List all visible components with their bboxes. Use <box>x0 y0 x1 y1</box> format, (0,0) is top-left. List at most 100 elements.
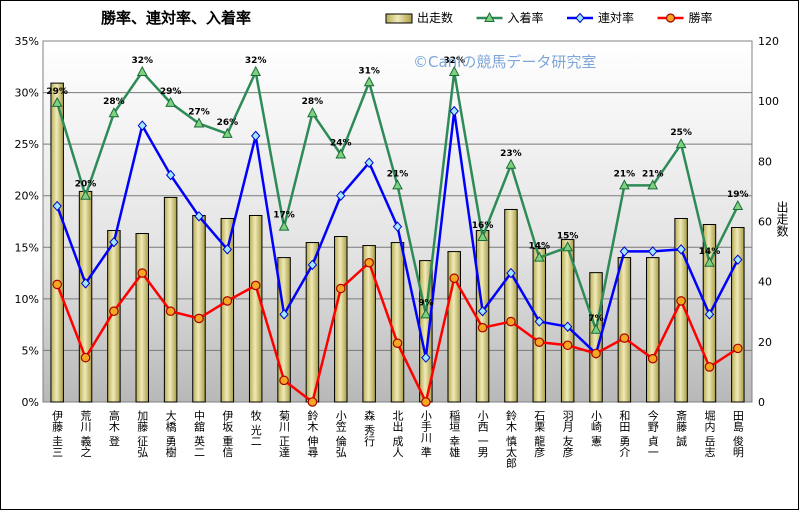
left-tick-label: 35% <box>15 35 39 48</box>
point-marker <box>392 221 403 232</box>
point-marker <box>222 296 233 306</box>
point-marker <box>335 283 346 294</box>
point-marker <box>420 308 432 319</box>
left-tick-label: 20% <box>15 190 39 203</box>
point-marker <box>52 279 62 290</box>
point-marker <box>675 138 687 149</box>
left-tick-label: 30% <box>15 87 39 100</box>
watermark: ©Caniの競馬データ研究室 <box>413 53 596 71</box>
point-marker <box>52 200 62 212</box>
category-label: 今野 貞一 <box>646 409 659 458</box>
category-label: 伊坂 重信 <box>221 410 234 458</box>
category-label: 鈴木 伸尋 <box>306 409 319 458</box>
data-label: 32% <box>245 56 267 66</box>
point-marker <box>590 323 602 334</box>
point-marker <box>363 76 375 87</box>
data-label: 27% <box>188 108 210 118</box>
point-marker <box>165 96 176 107</box>
point-marker <box>222 127 233 138</box>
category-label: 菊川 正達 <box>278 410 291 458</box>
point-marker <box>676 244 686 255</box>
legend-marker <box>575 12 585 24</box>
legend-label: 入着率 <box>508 10 544 25</box>
bar <box>50 82 64 403</box>
category-label: 荒川 義之 <box>79 410 92 458</box>
left-tick-label: 15% <box>15 241 39 254</box>
point-marker <box>448 65 460 76</box>
point-marker <box>562 340 573 351</box>
bar <box>362 245 376 403</box>
bar <box>646 257 660 403</box>
category-label: 斎藤 誠 <box>675 409 688 447</box>
point-marker <box>335 148 347 159</box>
category-labels: 伊藤 圭三 荒川 義之 高木 登 加藤 征弘 大橋 勇樹 中舘 英二 伊坂 重信 牧 光二 菊川… <box>51 409 745 469</box>
point-marker <box>250 280 261 291</box>
right-tick-label: 40 <box>758 276 772 289</box>
data-label: 25% <box>670 128 692 138</box>
point-marker <box>392 338 403 349</box>
point-marker <box>165 169 176 181</box>
point-marker <box>704 256 715 267</box>
point-marker <box>364 157 374 168</box>
data-labels: 29% 20% 28% 32% 29% 27% 26% 32% 17% 28% 24% 31% 21% 9… <box>46 56 748 324</box>
data-label: 28% <box>103 97 125 107</box>
left-axis: 0% 5% 10% 15% 20% 25% 30% 35% <box>15 35 39 409</box>
point-marker <box>704 362 715 372</box>
bar <box>731 227 745 403</box>
data-label: 21% <box>614 169 636 179</box>
category-label: 和田 勇介 <box>618 410 631 458</box>
point-marker <box>449 105 459 117</box>
category-label: 小西 一男 <box>476 410 489 458</box>
bar <box>107 230 121 403</box>
data-label: 7% <box>588 314 603 324</box>
data-label: 24% <box>330 138 352 148</box>
point-marker <box>704 309 715 320</box>
right-tick-label: 100 <box>758 95 779 108</box>
data-label: 14% <box>699 247 721 257</box>
data-label: 14% <box>529 242 551 252</box>
bar <box>560 239 575 403</box>
legend-label: 連対率 <box>598 10 634 25</box>
data-label: 31% <box>358 66 380 76</box>
point-marker <box>421 352 431 363</box>
legend-marker <box>665 13 676 23</box>
point-marker <box>449 273 460 284</box>
point-marker <box>477 230 488 241</box>
data-label: 20% <box>75 180 97 190</box>
point-marker <box>278 220 290 231</box>
data-label: 19% <box>727 190 749 200</box>
right-axis-title: 出走数 <box>775 201 789 238</box>
left-tick-label: 0% <box>22 396 39 409</box>
point-marker <box>506 316 516 327</box>
legend-label: 出走数 <box>417 10 453 25</box>
category-label: 北出 成人 <box>391 410 404 458</box>
point-marker <box>51 96 63 107</box>
point-marker <box>505 158 517 169</box>
bar <box>220 217 235 403</box>
point-marker <box>194 313 204 324</box>
bar <box>390 242 405 403</box>
point-marker <box>194 211 204 222</box>
bar <box>674 217 688 403</box>
point-marker <box>80 189 91 200</box>
category-label: 伊藤 圭三 <box>51 410 64 458</box>
point-marker <box>392 179 403 190</box>
bar <box>135 233 149 403</box>
point-marker <box>279 375 289 386</box>
right-tick-label: 20 <box>758 336 772 349</box>
point-marker <box>307 107 318 118</box>
point-marker <box>250 65 262 76</box>
point-marker <box>562 321 573 332</box>
right-tick-label: 60 <box>758 216 772 229</box>
legend-swatch <box>385 13 413 24</box>
point-marker <box>307 259 318 271</box>
legend-marker <box>484 11 495 22</box>
point-marker <box>80 352 91 363</box>
point-marker <box>619 246 630 257</box>
point-marker <box>307 397 318 407</box>
left-tick-label: 10% <box>15 293 39 306</box>
category-label: 鈴木 慎太郎 <box>504 409 517 469</box>
category-label: 小笠 倫弘 <box>334 410 347 458</box>
